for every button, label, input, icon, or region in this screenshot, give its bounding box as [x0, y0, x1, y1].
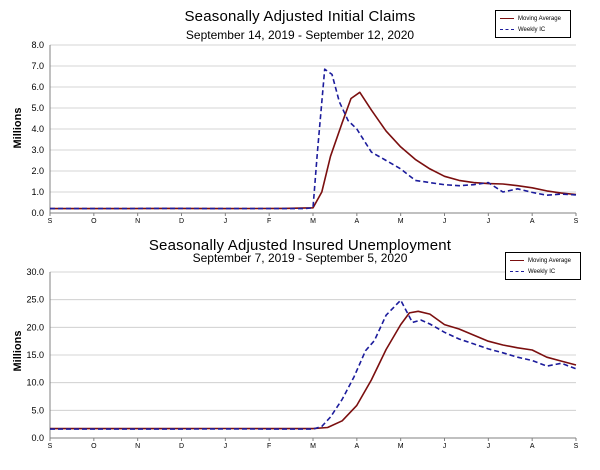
y-tick-label: 2.0 [31, 166, 44, 176]
x-tick-label: M [310, 443, 316, 450]
legend-item-weekly-ic: Weekly IC [510, 267, 555, 276]
chart-legend: Moving Average Weekly IC [495, 10, 571, 38]
x-tick-label: A [354, 218, 359, 225]
x-tick-label: J [443, 443, 447, 450]
x-tick-label: M [398, 218, 404, 225]
x-tick-label: S [574, 218, 579, 225]
x-tick-label: N [135, 443, 140, 450]
legend-swatch-solid [510, 260, 524, 261]
y-tick-label: 10.0 [26, 378, 44, 388]
y-tick-label: 0.0 [31, 433, 44, 443]
legend-item-moving-average: Moving Average [510, 256, 571, 265]
x-tick-label: D [179, 443, 184, 450]
legend-swatch-dashed [510, 271, 524, 272]
chart-legend: Moving Average Weekly IC [505, 252, 581, 280]
chart-subtitle: September 7, 2019 - September 5, 2020 [192, 251, 408, 265]
y-tick-label: 8.0 [31, 40, 44, 50]
legend-label: Weekly IC [518, 26, 546, 33]
x-tick-label: S [48, 443, 53, 450]
y-tick-label: 15.0 [26, 350, 44, 360]
legend-label: Moving Average [518, 15, 561, 22]
x-tick-label: D [179, 218, 184, 225]
y-tick-label: 30.0 [26, 267, 44, 277]
x-tick-label: S [48, 218, 53, 225]
chart-title: Seasonally Adjusted Initial Claims [184, 8, 416, 25]
x-tick-label: J [487, 218, 491, 225]
x-tick-label: S [574, 443, 579, 450]
series-line-moving-average [50, 310, 577, 430]
y-tick-label: 20.0 [26, 322, 44, 332]
legend-item-weekly-ic: Weekly IC [500, 25, 545, 34]
legend-swatch-solid [500, 18, 514, 19]
x-tick-label: O [91, 218, 97, 225]
y-tick-label: 5.0 [31, 405, 44, 415]
legend-label: Moving Average [528, 257, 571, 264]
insured-unemployment-plot: 0.0 5.0 10.0 15.0 20.0 25.0 30.0 S O N D J F M A M J J A S [26, 267, 579, 450]
x-tick-label: M [310, 218, 316, 225]
x-tick-label: J [443, 218, 447, 225]
y-tick-label: 0.0 [31, 208, 44, 218]
x-tick-label: F [267, 218, 271, 225]
y-tick-label: 4.0 [31, 124, 44, 134]
x-tick-label: J [224, 443, 228, 450]
legend-item-moving-average: Moving Average [500, 14, 561, 23]
legend-swatch-dashed [500, 29, 514, 30]
y-tick-label: 5.0 [31, 103, 44, 113]
y-tick-label: 7.0 [31, 61, 44, 71]
x-tick-label: F [267, 443, 271, 450]
x-tick-label: A [530, 443, 535, 450]
x-tick-label: J [487, 443, 491, 450]
x-tick-label: O [91, 443, 97, 450]
chart-title: Seasonally Adjusted Insured Unemployment [148, 237, 452, 254]
initial-claims-chart: Seasonally Adjusted Initial Claims Septe… [12, 8, 579, 225]
y-tick-label: 25.0 [26, 295, 44, 305]
y-tick-label: 6.0 [31, 82, 44, 92]
x-tick-label: A [530, 218, 535, 225]
legend-label: Weekly IC [528, 268, 556, 275]
chart-subtitle: September 14, 2019 - September 12, 2020 [185, 28, 415, 42]
x-tick-label: M [398, 443, 404, 450]
x-tick-label: A [354, 443, 359, 450]
series-line-weekly [50, 68, 577, 210]
series-line-moving-average [50, 91, 577, 210]
initial-claims-plot: 0.0 1.0 2.0 3.0 4.0 5.0 6.0 7.0 8.0 S O N D J F M A M J J A S [31, 40, 579, 225]
x-tick-label: N [135, 218, 140, 225]
y-tick-label: 3.0 [31, 145, 44, 155]
insured-unemployment-chart: Seasonally Adjusted Insured Unemployment… [0, 235, 600, 470]
x-tick-label: J [224, 218, 228, 225]
series-line-weekly [50, 299, 577, 430]
y-tick-label: 1.0 [31, 187, 44, 197]
